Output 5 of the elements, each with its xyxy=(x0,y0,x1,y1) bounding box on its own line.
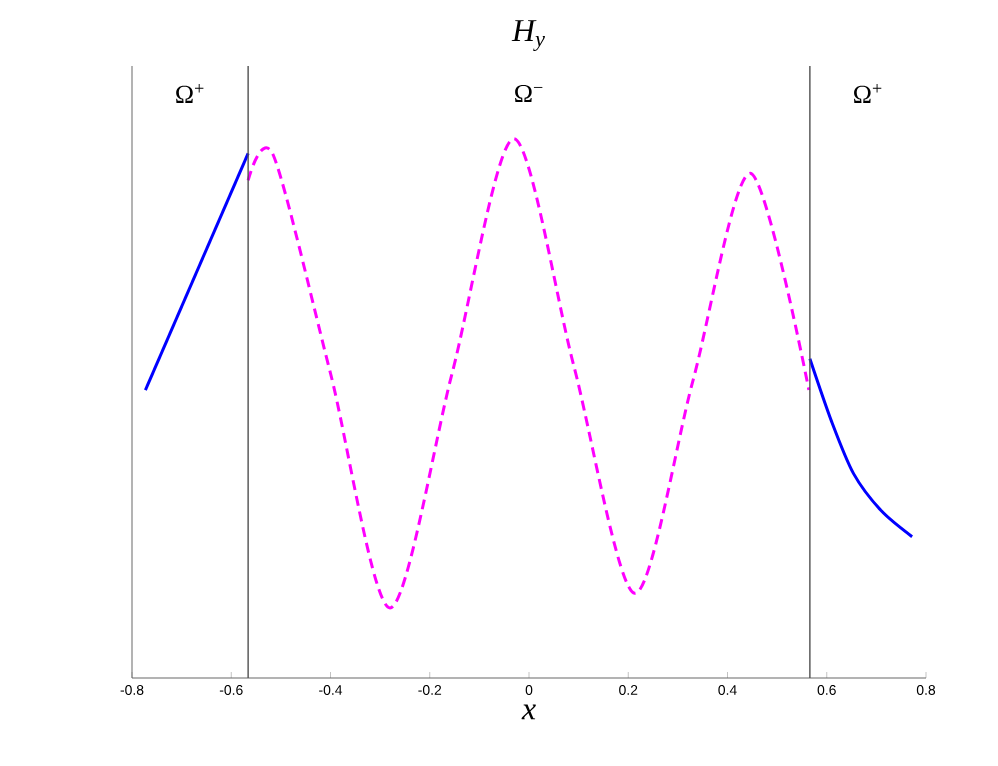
text: Ω$^{+}$ xyxy=(176,84,204,103)
x-axis-title: x xyxy=(521,704,536,720)
chart-title: H$_{y}$ xyxy=(511,20,545,51)
text: Ω$^{−}$ xyxy=(515,84,543,103)
text: Ω$^{+}$ xyxy=(854,84,882,103)
